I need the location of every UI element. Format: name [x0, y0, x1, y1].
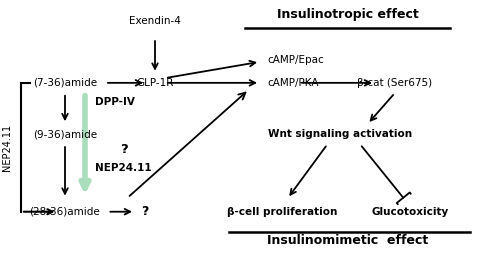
- Text: Glucotoxicity: Glucotoxicity: [372, 207, 448, 217]
- Text: NEP24.11: NEP24.11: [95, 163, 152, 173]
- Text: ?: ?: [120, 143, 128, 156]
- Text: β-cell proliferation: β-cell proliferation: [228, 207, 338, 217]
- Text: Exendin-4: Exendin-4: [129, 16, 181, 26]
- Text: Insulinotropic effect: Insulinotropic effect: [276, 8, 418, 21]
- Text: cAMP/Epac: cAMP/Epac: [268, 55, 324, 65]
- Text: β-cat (Ser675): β-cat (Ser675): [358, 78, 432, 88]
- Text: ?: ?: [142, 205, 148, 218]
- Text: cAMP/PKA: cAMP/PKA: [268, 78, 319, 88]
- Text: NEP24.11: NEP24.11: [2, 124, 12, 171]
- Text: GLP-1R: GLP-1R: [136, 78, 173, 88]
- Text: Insulinomimetic  effect: Insulinomimetic effect: [267, 234, 428, 247]
- Text: (9-36)amide: (9-36)amide: [33, 129, 97, 139]
- Text: Wnt signaling activation: Wnt signaling activation: [268, 129, 412, 139]
- Text: (28-36)amide: (28-36)amide: [30, 207, 101, 217]
- Text: DPP-IV: DPP-IV: [95, 97, 135, 107]
- Text: (7-36)amide: (7-36)amide: [33, 78, 97, 88]
